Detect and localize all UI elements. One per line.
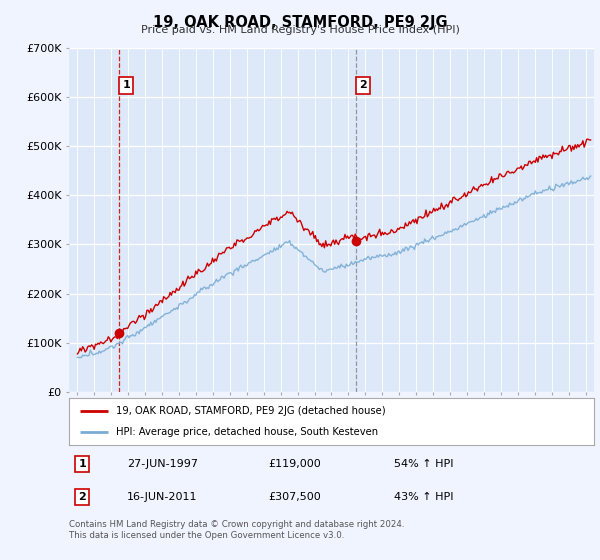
Text: 43% ↑ HPI: 43% ↑ HPI xyxy=(395,492,454,502)
Text: Contains HM Land Registry data © Crown copyright and database right 2024.
This d: Contains HM Land Registry data © Crown c… xyxy=(69,520,404,540)
Text: 1: 1 xyxy=(78,459,86,469)
Text: £119,000: £119,000 xyxy=(269,459,321,469)
Text: 2: 2 xyxy=(359,81,367,91)
Text: 54% ↑ HPI: 54% ↑ HPI xyxy=(395,459,454,469)
Text: 16-JUN-2011: 16-JUN-2011 xyxy=(127,492,197,502)
Text: HPI: Average price, detached house, South Kesteven: HPI: Average price, detached house, Sout… xyxy=(116,427,379,437)
Text: 2: 2 xyxy=(78,492,86,502)
Text: 19, OAK ROAD, STAMFORD, PE9 2JG (detached house): 19, OAK ROAD, STAMFORD, PE9 2JG (detache… xyxy=(116,406,386,416)
Text: Price paid vs. HM Land Registry's House Price Index (HPI): Price paid vs. HM Land Registry's House … xyxy=(140,25,460,35)
Text: 1: 1 xyxy=(122,81,130,91)
Text: 19, OAK ROAD, STAMFORD, PE9 2JG: 19, OAK ROAD, STAMFORD, PE9 2JG xyxy=(152,15,448,30)
Text: 27-JUN-1997: 27-JUN-1997 xyxy=(127,459,198,469)
Text: £307,500: £307,500 xyxy=(269,492,321,502)
